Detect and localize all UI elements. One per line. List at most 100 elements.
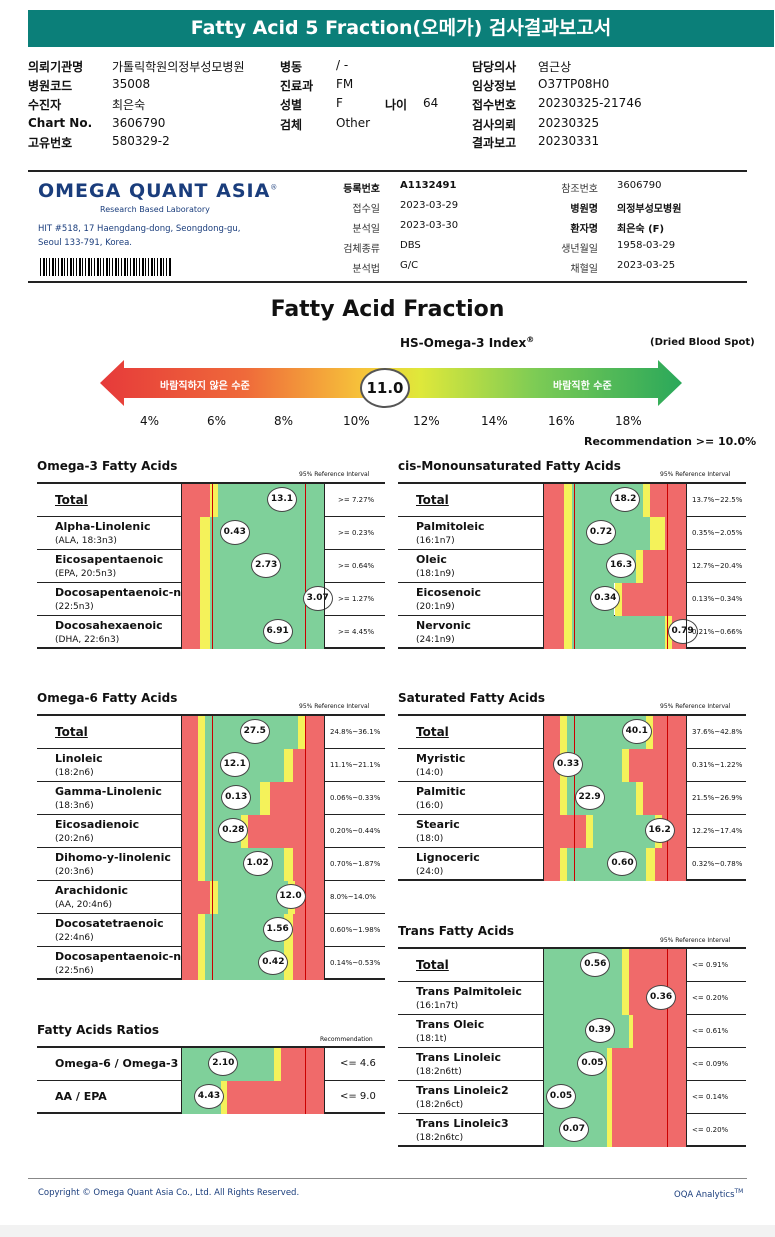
bar-segment: [611, 1114, 686, 1147]
acid-code: (16:1n7t): [416, 1001, 459, 1011]
reference-range: 0.21%~0.66%: [692, 628, 743, 636]
bar-segment: [664, 517, 686, 550]
info-value: 64: [423, 96, 439, 110]
acid-code: (22:4n6): [55, 933, 94, 943]
bar-segment: [292, 914, 324, 947]
meta-label: 생년월일: [561, 244, 598, 255]
fatty-acid-row: Lignoceric (24:0) 0.60 0.32%~0.78%: [398, 848, 746, 881]
info-key: 결과보고: [472, 136, 517, 150]
column-divider: [543, 484, 544, 517]
bar-segment: [571, 616, 665, 649]
fatty-acid-row: Total 18.2 13.7%~22.5%: [398, 484, 746, 517]
meta-label: 접수일: [352, 204, 380, 215]
column-divider: [324, 1081, 325, 1114]
reference-range: 21.5%~26.9%: [692, 794, 743, 802]
column-divider: [686, 583, 687, 616]
bar-segment: [621, 982, 629, 1015]
bar-segment: [292, 749, 324, 782]
column-divider: [543, 716, 544, 749]
meta-value: 2023-03-30: [400, 220, 459, 231]
bar-segment: [560, 815, 586, 848]
reference-range: <= 0.20%: [692, 994, 729, 1002]
limit-line: [305, 848, 307, 881]
section-title-omega3: Omega-3 Fatty Acids: [37, 459, 178, 473]
meta-label: 분석일: [352, 224, 380, 235]
bar-segment: [181, 583, 200, 616]
limit-line: [667, 484, 669, 517]
bar-segment: [269, 782, 324, 815]
bar-segment: [198, 749, 206, 782]
acid-code: (22:5n3): [55, 602, 94, 612]
limit-line: [305, 716, 307, 749]
gauge-tick: 18%: [615, 414, 642, 428]
ratio-name: AA / EPA: [55, 1090, 107, 1103]
column-divider: [543, 550, 544, 583]
acid-name: Linoleic: [55, 752, 103, 765]
bar-segment: [564, 517, 572, 550]
info-value: / -: [336, 58, 349, 72]
column-divider: [543, 815, 544, 848]
reference-bar: [543, 1048, 686, 1081]
bar-segment: [181, 914, 199, 947]
bar-segment: [635, 550, 644, 583]
bar-segment: [607, 1048, 612, 1081]
bar-segment: [198, 947, 206, 980]
value-marker: 0.28: [218, 818, 249, 843]
acid-name: Trans Palmitoleic: [416, 985, 522, 998]
desirable-label: 바람직한 수준: [553, 381, 612, 392]
info-value: 35008: [112, 77, 151, 91]
index-value: 11.0: [360, 368, 410, 408]
limit-line: [305, 484, 307, 517]
acid-code: (18:0): [416, 834, 444, 844]
reference-range: 37.6%~42.8%: [692, 728, 743, 736]
table-top-border: [37, 482, 385, 484]
info-key: 임상정보: [472, 79, 517, 93]
acid-name: Nervonic: [416, 619, 471, 632]
reference-range: 13.7%~22.5%: [692, 496, 743, 504]
column-divider: [324, 517, 325, 550]
limit-line: [574, 583, 576, 616]
bar-segment: [199, 616, 210, 649]
limit-line: [574, 616, 576, 649]
column-divider: [324, 749, 325, 782]
column-divider: [543, 616, 544, 649]
acid-code: (18:2n6tc): [416, 1133, 464, 1143]
meta-label: 참조번호: [561, 184, 598, 195]
column-divider: [686, 616, 687, 649]
bar-segment: [199, 583, 210, 616]
bar-segment: [593, 815, 655, 848]
value-marker: 22.9: [574, 785, 605, 810]
value-marker: 0.60: [607, 851, 638, 876]
column-divider: [181, 484, 182, 517]
reference-bar: [181, 947, 324, 980]
value-marker: 0.56: [580, 952, 611, 977]
acid-code: (DHA, 22:6n3): [55, 635, 120, 645]
section-title-omega6: Omega-6 Fatty Acids: [37, 691, 178, 705]
limit-line: [305, 550, 307, 583]
info-key: 나이: [385, 98, 408, 112]
acid-name: Lignoceric: [416, 851, 480, 864]
bar-segment: [653, 716, 686, 749]
row-total-label: Total: [55, 725, 88, 739]
gauge-tick: 14%: [481, 414, 508, 428]
reference-bar: [181, 484, 324, 517]
reference-range: <= 0.91%: [692, 961, 729, 969]
fatty-acid-row: Total 13.1 >= 7.27%: [37, 484, 385, 517]
fatty-acid-row: Docosatetraenoic (22:4n6) 1.56 0.60%~1.98%: [37, 914, 385, 947]
fatty-acid-row: Eicosenoic (20:1n9) 0.34 0.13%~0.34%: [398, 583, 746, 616]
reference-bar: [543, 782, 686, 815]
bar-segment: [181, 517, 200, 550]
bar-segment: [628, 1015, 634, 1048]
column-divider: [324, 716, 325, 749]
limit-line: [305, 815, 307, 848]
info-value: FM: [336, 77, 354, 91]
limit-line: [667, 1015, 669, 1048]
bar-segment: [283, 848, 293, 881]
acid-name: Docosatetraenoic: [55, 917, 164, 930]
fraction-title: Fatty Acid Fraction: [270, 297, 505, 322]
bar-segment: [560, 716, 568, 749]
value-marker: 0.34: [590, 586, 621, 611]
ref-interval-label: 95% Reference Interval: [660, 937, 731, 944]
reference-range: 0.32%~0.78%: [692, 860, 743, 868]
acid-code: (24:0): [416, 867, 444, 877]
